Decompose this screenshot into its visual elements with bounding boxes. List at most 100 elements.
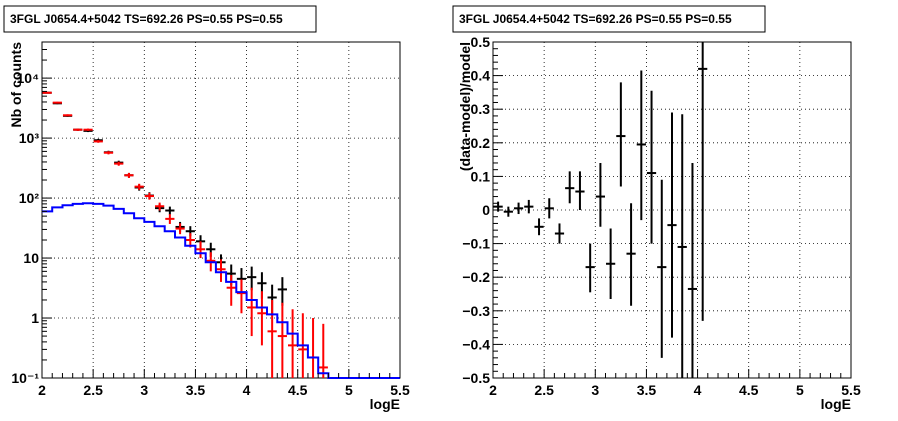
data-point [42, 91, 52, 94]
y-tick-label: −0.1 [462, 236, 490, 252]
data-point [565, 171, 575, 204]
y-tick-label: 0.3 [471, 101, 491, 117]
data-point [513, 202, 524, 215]
data-point [195, 241, 206, 259]
residual-series [493, 42, 708, 378]
y-tick-label: 0.2 [471, 135, 491, 151]
data-point [524, 199, 534, 214]
y-tick-label: 10³ [19, 130, 40, 146]
data-point [698, 42, 708, 321]
data-point [155, 202, 165, 211]
data-point [175, 223, 185, 235]
y-tick-label: 0.5 [471, 34, 491, 50]
data-point [657, 179, 667, 358]
data-point [646, 90, 657, 244]
residual-title-box [452, 5, 766, 33]
y-tick-label: −0.3 [462, 303, 490, 319]
counts-y-label: Nb of counts [8, 42, 24, 128]
data-point [585, 243, 595, 293]
counts-panel: 2 2.5 3 3.5 4 4.5 5 5.5 10⁻¹ 1 10 10² 10³ 10⁴ 3FGL J… [3, 5, 410, 412]
data-point [636, 70, 646, 221]
counts-x-label: logE [370, 396, 400, 412]
data-point [595, 162, 606, 227]
counts-title: 3FGL J0654.4+5042 TS=692.26 PS=0.55 PS=0… [10, 12, 283, 26]
data-point [687, 162, 698, 378]
data-point [144, 192, 155, 200]
data-point [544, 198, 554, 219]
x-tick-label: 4 [243, 382, 251, 398]
x-tick-label: 5 [796, 382, 804, 398]
data-point [677, 114, 687, 378]
data-point [62, 114, 73, 117]
x-tick-label: 2.5 [83, 382, 103, 398]
data-point [114, 161, 124, 166]
data-point [626, 203, 636, 306]
counts-grid [42, 42, 400, 378]
data-point [575, 171, 585, 210]
data-point [616, 82, 626, 187]
data-point [287, 309, 298, 378]
data-point [247, 287, 257, 337]
data-point [606, 228, 616, 300]
x-tick-label: 3 [591, 382, 599, 398]
y-tick-label: 10 [23, 250, 39, 266]
counts-y-ticks: 10⁻¹ 1 10 10² 10³ 10⁴ [11, 41, 52, 386]
data-point [103, 151, 114, 155]
y-tick-label: −0.4 [462, 336, 490, 352]
y-tick-label: 0 [482, 202, 490, 218]
data-point [554, 223, 565, 244]
x-tick-label: 4.5 [739, 382, 759, 398]
data-point [318, 323, 328, 378]
y-tick-label: 10² [19, 190, 40, 206]
data-point [236, 279, 247, 314]
residual-x-label: logE [821, 396, 851, 412]
x-tick-label: 2 [38, 382, 46, 398]
data-point [216, 259, 226, 282]
x-tick-label: 3.5 [186, 382, 206, 398]
counts-title-box [3, 5, 317, 33]
y-tick-label: 1 [31, 310, 39, 326]
data-point [165, 206, 175, 215]
counts-x-ticks: 2 2.5 3 3.5 4 4.5 5 5.5 [38, 369, 410, 398]
data-point [267, 299, 277, 378]
data-point [124, 172, 134, 178]
model-step-line [42, 202, 400, 379]
y-tick-label: 0.4 [471, 68, 491, 84]
residual-panel: 2 2.5 3 3.5 4 4.5 5 5.5 −0.5 −0.4 −0.3 −0.2 −0.1 0 0.… [452, 5, 861, 412]
x-tick-label: 2 [489, 382, 497, 398]
y-tick-label: 10⁻¹ [11, 370, 39, 386]
x-tick-label: 4.5 [288, 382, 308, 398]
data-point [134, 183, 144, 190]
residual-y-ticks: −0.5 −0.4 −0.3 −0.2 −0.1 0 0.1 0.2 0.3 0.4 0.5 [462, 34, 503, 386]
y-tick-label: 0.1 [471, 168, 491, 184]
data-point [257, 291, 267, 346]
residual-title: 3FGL J0654.4+5042 TS=692.26 PS=0.55 PS=0… [459, 12, 732, 26]
y-tick-label: 10⁴ [17, 70, 40, 86]
data-point [73, 128, 83, 131]
x-tick-label: 5.5 [390, 382, 410, 398]
x-tick-label: 5.5 [841, 382, 861, 398]
data-point [534, 218, 544, 236]
counts-series [42, 91, 400, 379]
data-point [52, 101, 62, 104]
y-tick-label: −0.5 [462, 370, 490, 386]
data-point [226, 275, 236, 306]
x-tick-label: 3.5 [637, 382, 657, 398]
y-tick-label: −0.2 [462, 269, 490, 285]
x-tick-label: 5 [345, 382, 353, 398]
x-tick-label: 2.5 [534, 382, 554, 398]
data-point [277, 302, 287, 378]
data-point [93, 140, 103, 143]
residual-x-ticks: 2 2.5 3 3.5 4 4.5 5 5.5 [489, 369, 861, 398]
data-point [503, 206, 513, 217]
x-tick-label: 4 [694, 382, 702, 398]
data-point [667, 112, 677, 338]
counts-plot-frame [41, 41, 401, 379]
x-tick-label: 3 [140, 382, 148, 398]
data-point [165, 214, 175, 224]
residual-grid [493, 42, 851, 378]
data-point [247, 266, 257, 291]
data-point [83, 128, 93, 131]
residual-y-label: (data-model)/model [457, 42, 473, 171]
